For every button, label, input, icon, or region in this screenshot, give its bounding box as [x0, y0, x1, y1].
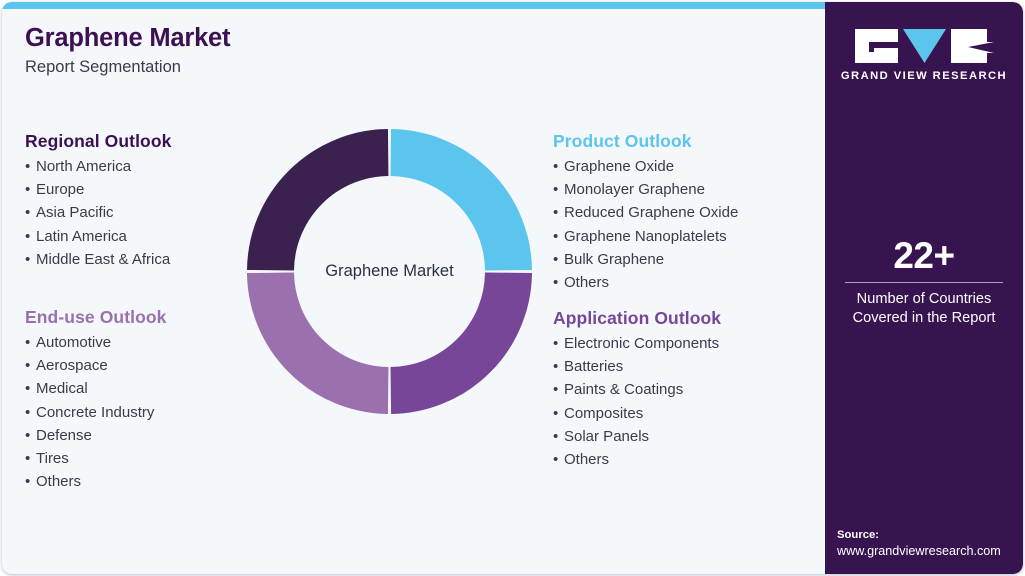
list-item: North America: [25, 155, 171, 178]
list-item: Others: [553, 271, 738, 294]
page-subtitle: Report Segmentation: [25, 58, 181, 77]
stat-number: 22+: [893, 235, 955, 276]
list-item: Automotive: [25, 331, 167, 354]
header: Graphene Market Report Segmentation: [25, 24, 625, 77]
list-item: Composites: [553, 402, 721, 425]
segment-list-product: Graphene Oxide Monolayer Graphene Reduce…: [553, 155, 738, 294]
brand-side-panel: GRAND VIEW RESEARCH 22+ Number of Countr…: [825, 2, 1023, 574]
segment-heading-application: Application Outlook: [553, 308, 722, 328]
donut-segment-application: [389, 271, 532, 414]
source-url[interactable]: www.grandviewresearch.com: [837, 544, 1001, 558]
list-item: Batteries: [553, 355, 721, 378]
segment-heading-regional: Regional Outlook: [25, 131, 172, 151]
logo-r-icon: [950, 29, 994, 63]
segment-list-regional: North America Europe Asia Pacific Latin …: [25, 155, 171, 271]
list-item: Others: [553, 448, 721, 471]
stat-countries: 22+ Number of Countries Covered in the R…: [825, 235, 1023, 329]
donut-chart-svg: [247, 129, 532, 414]
list-item: Solar Panels: [553, 425, 721, 448]
stat-divider: [845, 281, 1003, 283]
list-item: Latin America: [25, 225, 171, 248]
donut-chart: Graphene Market: [247, 129, 532, 414]
source-label: Source:: [837, 529, 880, 541]
list-item: Bulk Graphene: [553, 248, 738, 271]
list-item: Concrete Industry: [25, 401, 167, 424]
donut-segment-regional: [247, 129, 390, 272]
list-item: Defense: [25, 424, 167, 447]
logo-marks: [825, 29, 1023, 63]
list-item: Medical: [25, 377, 167, 400]
list-item: Paints & Coatings: [553, 378, 721, 401]
segment-list-application: Electronic Components Batteries Paints &…: [553, 332, 721, 471]
logo-v-icon: [902, 29, 946, 63]
stat-caption-line2: Covered in the Report: [852, 310, 996, 327]
page-title: Graphene Market: [25, 24, 231, 52]
donut-segment-product: [389, 129, 532, 272]
list-item: Aerospace: [25, 354, 167, 377]
segment-block-regional: Regional Outlook North America Europe As…: [25, 131, 171, 271]
list-item: Graphene Oxide: [553, 155, 738, 178]
stat-caption-line1: Number of Countries: [856, 290, 992, 307]
list-item: Electronic Components: [553, 332, 721, 355]
list-item: Asia Pacific: [25, 201, 171, 224]
segment-heading-product: Product Outlook: [553, 131, 692, 151]
top-accent-bar: [2, 2, 825, 9]
segment-block-application: Application Outlook Electronic Component…: [553, 308, 721, 471]
logo-wordmark: GRAND VIEW RESEARCH: [840, 70, 1008, 82]
list-item: Graphene Nanoplatelets: [553, 225, 738, 248]
list-item: Monolayer Graphene: [553, 178, 738, 201]
segment-heading-enduse: End-use Outlook: [25, 307, 167, 327]
list-item: Europe: [25, 178, 171, 201]
brand-logo: GRAND VIEW RESEARCH: [825, 29, 1023, 82]
list-item: Middle East & Africa: [25, 248, 171, 271]
segment-block-product: Product Outlook Graphene Oxide Monolayer…: [553, 131, 738, 294]
list-item: Others: [25, 470, 167, 493]
logo-g-icon: [854, 29, 898, 63]
segment-block-enduse: End-use Outlook Automotive Aerospace Med…: [25, 307, 167, 493]
donut-segment-enduse: [247, 271, 390, 414]
list-item: Reduced Graphene Oxide: [553, 201, 738, 224]
source-block: Source: www.grandviewresearch.com: [837, 528, 1023, 560]
segment-list-enduse: Automotive Aerospace Medical Concrete In…: [25, 331, 167, 493]
list-item: Tires: [25, 447, 167, 470]
